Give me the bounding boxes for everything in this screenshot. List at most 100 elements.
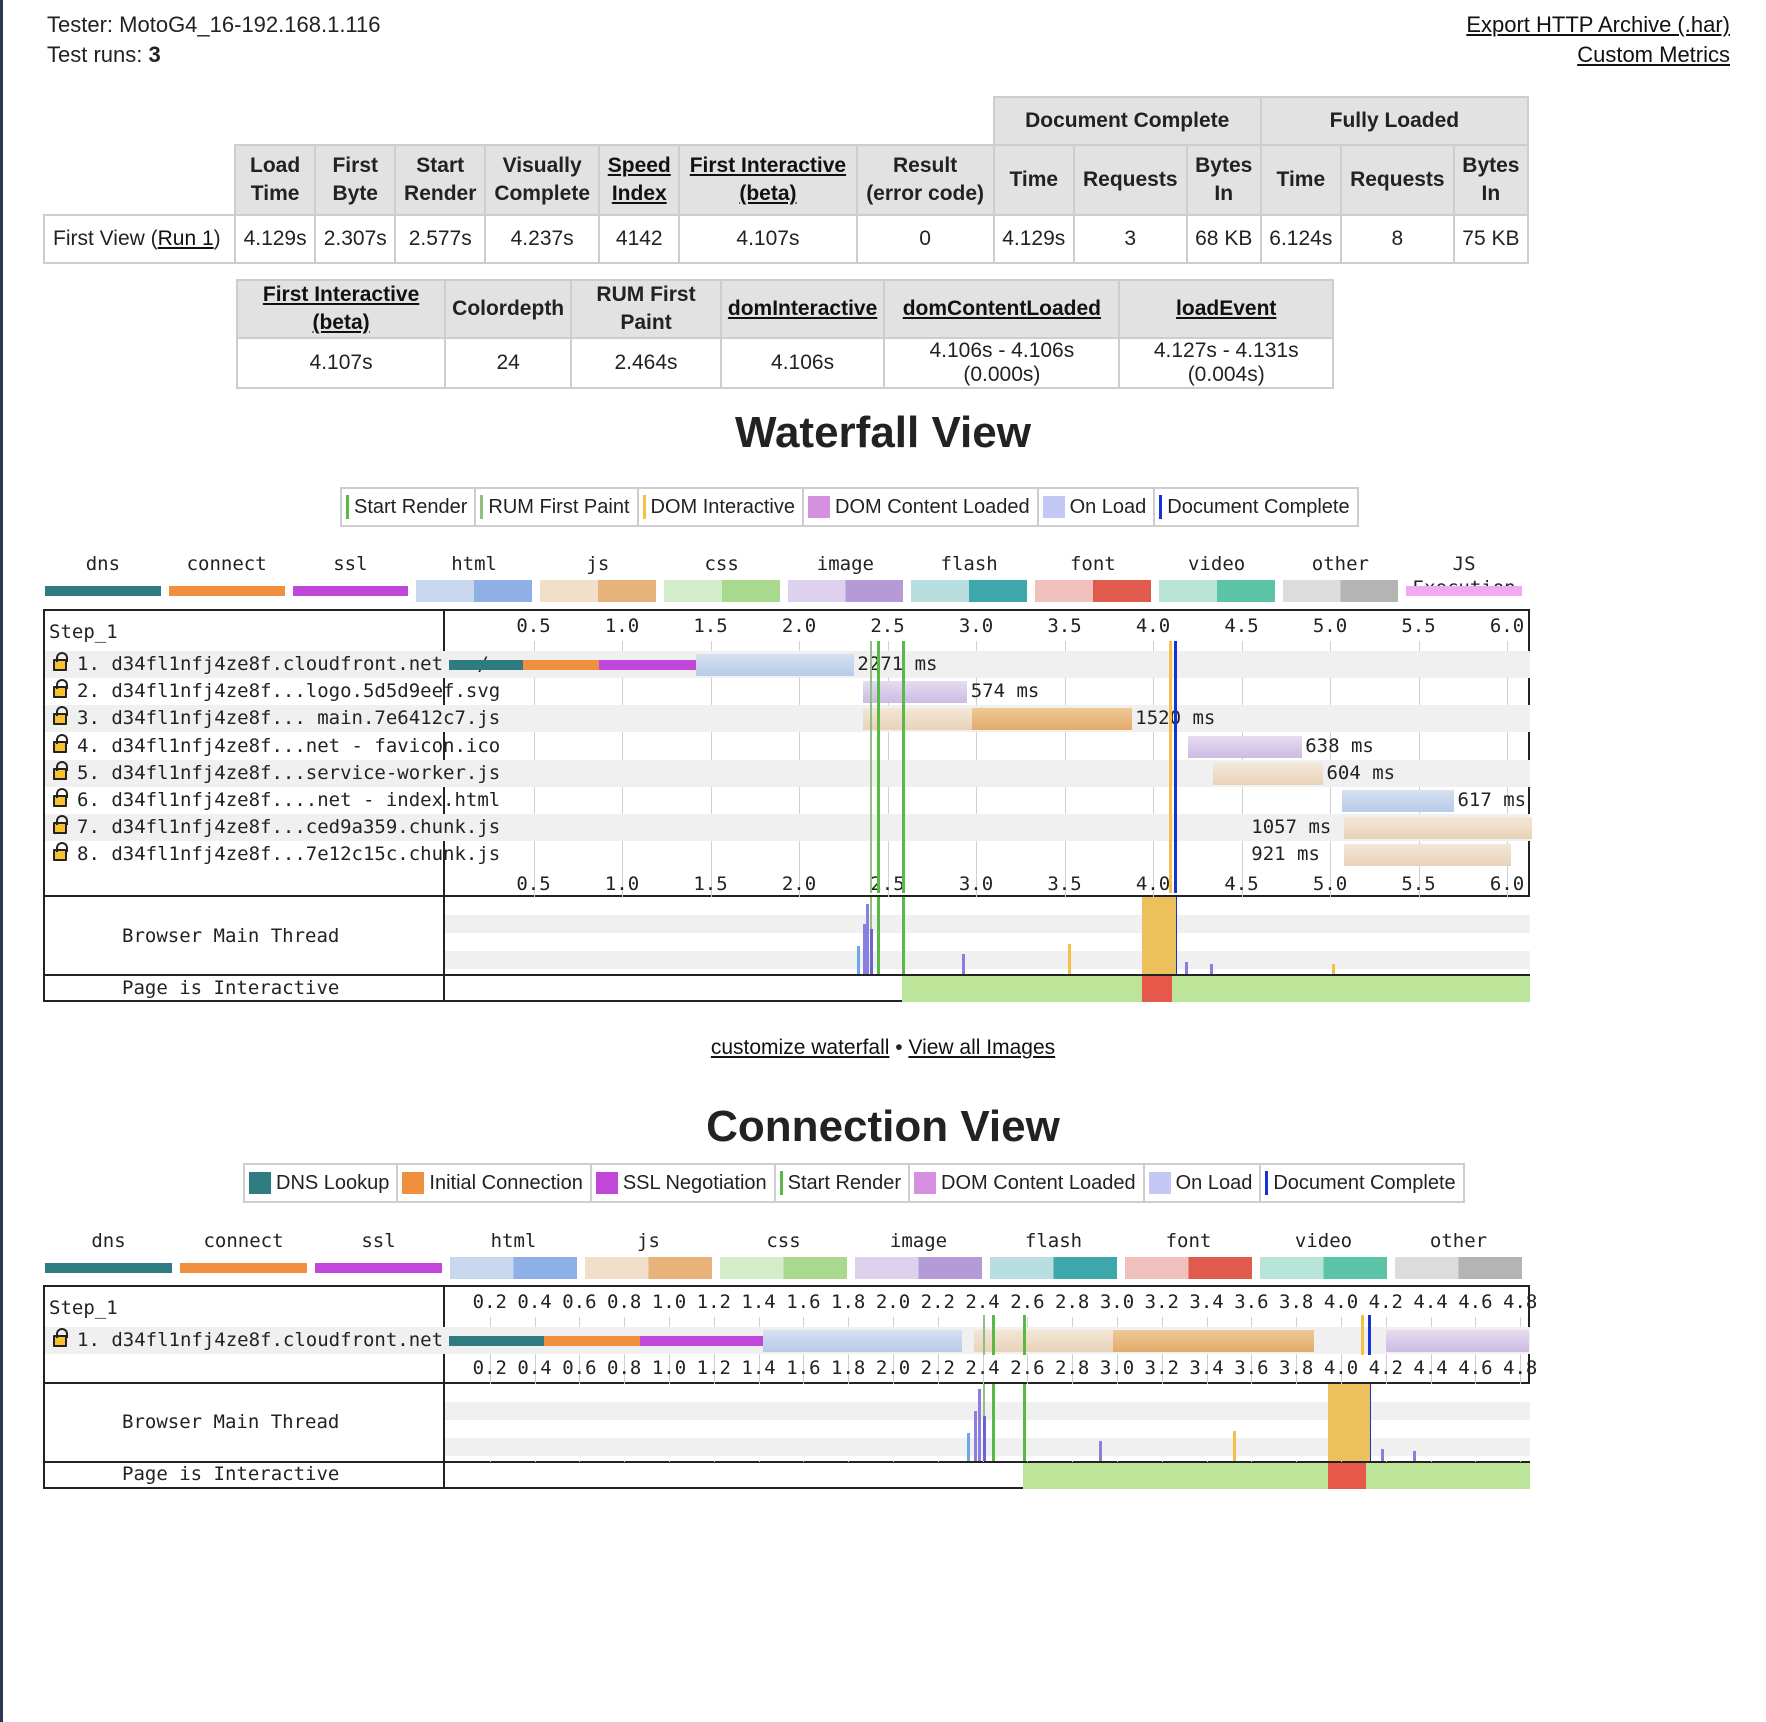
- custom-metrics-link[interactable]: Custom Metrics: [1577, 42, 1730, 67]
- metric-header-load-event[interactable]: loadEvent: [1118, 279, 1334, 339]
- tick-label: 3.0: [958, 615, 994, 637]
- tick-label: 2.6: [1010, 1291, 1045, 1313]
- tick-label: 0.6: [562, 1291, 597, 1313]
- tick-label: 2.0: [875, 1357, 911, 1379]
- type-legend-flash: flash: [990, 1229, 1117, 1279]
- type-legend-other: other: [1282, 552, 1399, 602]
- gridline: [1241, 641, 1243, 974]
- type-legend-ssl: ssl: [315, 1229, 442, 1273]
- type-swatch: [416, 580, 532, 602]
- section-divider: [45, 974, 1530, 976]
- tick-label: 1.4: [741, 1357, 776, 1379]
- tick-label: 1.5: [693, 615, 728, 637]
- tick-label: 0.6: [562, 1357, 597, 1379]
- full-time-value: 6.124s: [1259, 214, 1342, 264]
- type-label: image: [816, 553, 874, 575]
- type-label: html: [451, 553, 497, 575]
- request-row[interactable]: 5. d34fl1nfj4ze8f...service-worker.js: [53, 760, 500, 787]
- request-row[interactable]: 2. d34fl1nfj4ze8f...logo.5d5d9eef.svg: [53, 678, 500, 705]
- tick-label: 4.4: [1413, 1357, 1448, 1379]
- type-legend-css: css: [663, 552, 780, 602]
- legend-swatch: [808, 496, 830, 518]
- main-thread-busy: [1327, 1384, 1371, 1461]
- cpu-spike: [1068, 944, 1072, 974]
- type-label: dns: [91, 1230, 126, 1252]
- tick-label: 3.8: [1279, 1357, 1314, 1379]
- tick-label: 4.0: [1135, 873, 1171, 895]
- type-legend-dns: dns: [45, 552, 161, 596]
- request-label: 2. d34fl1nfj4ze8f...logo.5d5d9eef.svg: [77, 680, 501, 703]
- request-row[interactable]: 8. d34fl1nfj4ze8f...7e12c15c.chunk.js: [53, 841, 500, 868]
- request-duration: 1057 ms: [1251, 816, 1332, 839]
- event-line: [1367, 1315, 1371, 1355]
- main-thread-label: Browser Main Thread: [122, 925, 340, 947]
- type-legend-js: js: [540, 552, 656, 602]
- legend-dom-interactive: DOM Interactive: [639, 489, 804, 525]
- col-first-interactive[interactable]: First Interactive (beta): [678, 144, 858, 216]
- type-swatch: [585, 1257, 712, 1279]
- col-speed-index[interactable]: Speed Index: [598, 144, 681, 216]
- request-row[interactable]: 6. d34fl1nfj4ze8f....net - index.html: [53, 787, 500, 814]
- request-bar-segment: [1344, 817, 1532, 840]
- tick-label: 1.4: [741, 1291, 776, 1313]
- metric-header-dom-content-loaded[interactable]: domContentLoaded: [883, 279, 1121, 339]
- tick-label: 3.5: [1047, 615, 1082, 637]
- first-view-label: First View (Run 1): [42, 214, 237, 264]
- customize-waterfall-link[interactable]: customize waterfall: [710, 1036, 890, 1059]
- request-row[interactable]: 7. d34fl1nfj4ze8f...ced9a359.chunk.js: [53, 814, 500, 841]
- connection-bar-segment: [1385, 1330, 1530, 1352]
- tick-label: 1.6: [786, 1357, 821, 1379]
- header-links: Export HTTP Archive (.har) Custom Metric…: [1466, 10, 1730, 70]
- request-row[interactable]: 4. d34fl1nfj4ze8f...net - favicon.ico: [53, 733, 500, 760]
- row-background: [45, 814, 1530, 842]
- type-swatch: [1035, 580, 1151, 602]
- event-line: [1361, 1315, 1365, 1355]
- event-line: [876, 641, 880, 893]
- request-bar-segment: [1213, 762, 1323, 785]
- legend-dom-content-loaded: DOM Content Loaded: [910, 1165, 1145, 1201]
- request-duration: 617 ms: [1457, 789, 1527, 811]
- tick-label: 1.0: [604, 615, 640, 637]
- view-all-images-link[interactable]: View all Images: [908, 1036, 1056, 1059]
- tick-label: 6.0: [1489, 615, 1525, 637]
- legend-dom-content-loaded: DOM Content Loaded: [804, 489, 1039, 525]
- request-bar-segment: [862, 708, 973, 731]
- type-label: js: [637, 1230, 660, 1252]
- request-row[interactable]: 1. d34fl1nfj4ze8f.cloudfront.net - /: [53, 651, 489, 678]
- pane-divider: [443, 1287, 445, 1489]
- col-doc-bytes: Bytes In: [1185, 144, 1262, 216]
- type-legend-image: image: [787, 552, 904, 602]
- waterfall-chart: Step_1 Browser Main Thread Page is Inter…: [43, 609, 1532, 1002]
- type-swatch: [663, 580, 780, 602]
- tick-label: 3.4: [1189, 1357, 1224, 1379]
- request-row[interactable]: 3. d34fl1nfj4ze8f... main.7e6412c7.js: [53, 705, 500, 732]
- type-label: JS Execution: [1413, 553, 1516, 599]
- legend-dns-lookup: DNS Lookup: [245, 1165, 399, 1201]
- event-line: [901, 897, 905, 974]
- connection-row[interactable]: 1. d34fl1nfj4ze8f.cloudfront.net: [53, 1327, 443, 1354]
- type-label: flash: [1024, 1230, 1083, 1252]
- type-label: connect: [203, 1230, 284, 1252]
- type-legend-connect: connect: [180, 1229, 307, 1273]
- legend-initial-connection: Initial Connection: [398, 1165, 592, 1201]
- metric-header-dom-interactive[interactable]: domInteractive: [719, 279, 886, 339]
- lock-icon: [53, 733, 68, 753]
- request-bar-segment: [696, 654, 854, 676]
- cpu-spike: [862, 924, 866, 974]
- non-interactive-block: [1327, 1463, 1366, 1489]
- type-label: image: [889, 1230, 948, 1252]
- type-label: font: [1069, 553, 1116, 575]
- summary-table: Document Complete Fully Loaded Load Time …: [42, 96, 1530, 264]
- legend-on-load: On Load: [1039, 489, 1156, 525]
- request-label: 3. d34fl1nfj4ze8f... main.7e6412c7.js: [77, 707, 501, 730]
- tick-label: 2.8: [1055, 1291, 1090, 1313]
- event-line: [1168, 641, 1172, 893]
- request-bar-segment: [522, 660, 599, 670]
- type-legend-video: video: [1260, 1229, 1387, 1279]
- metric-header-first-interactive[interactable]: First Interactive (beta): [235, 279, 447, 339]
- load-time-value: 4.129s: [234, 214, 317, 264]
- export-har-link[interactable]: Export HTTP Archive (.har): [1466, 12, 1730, 37]
- type-swatch: [1406, 586, 1522, 596]
- event-line: [901, 641, 905, 893]
- run-1-link[interactable]: Run 1: [157, 227, 214, 250]
